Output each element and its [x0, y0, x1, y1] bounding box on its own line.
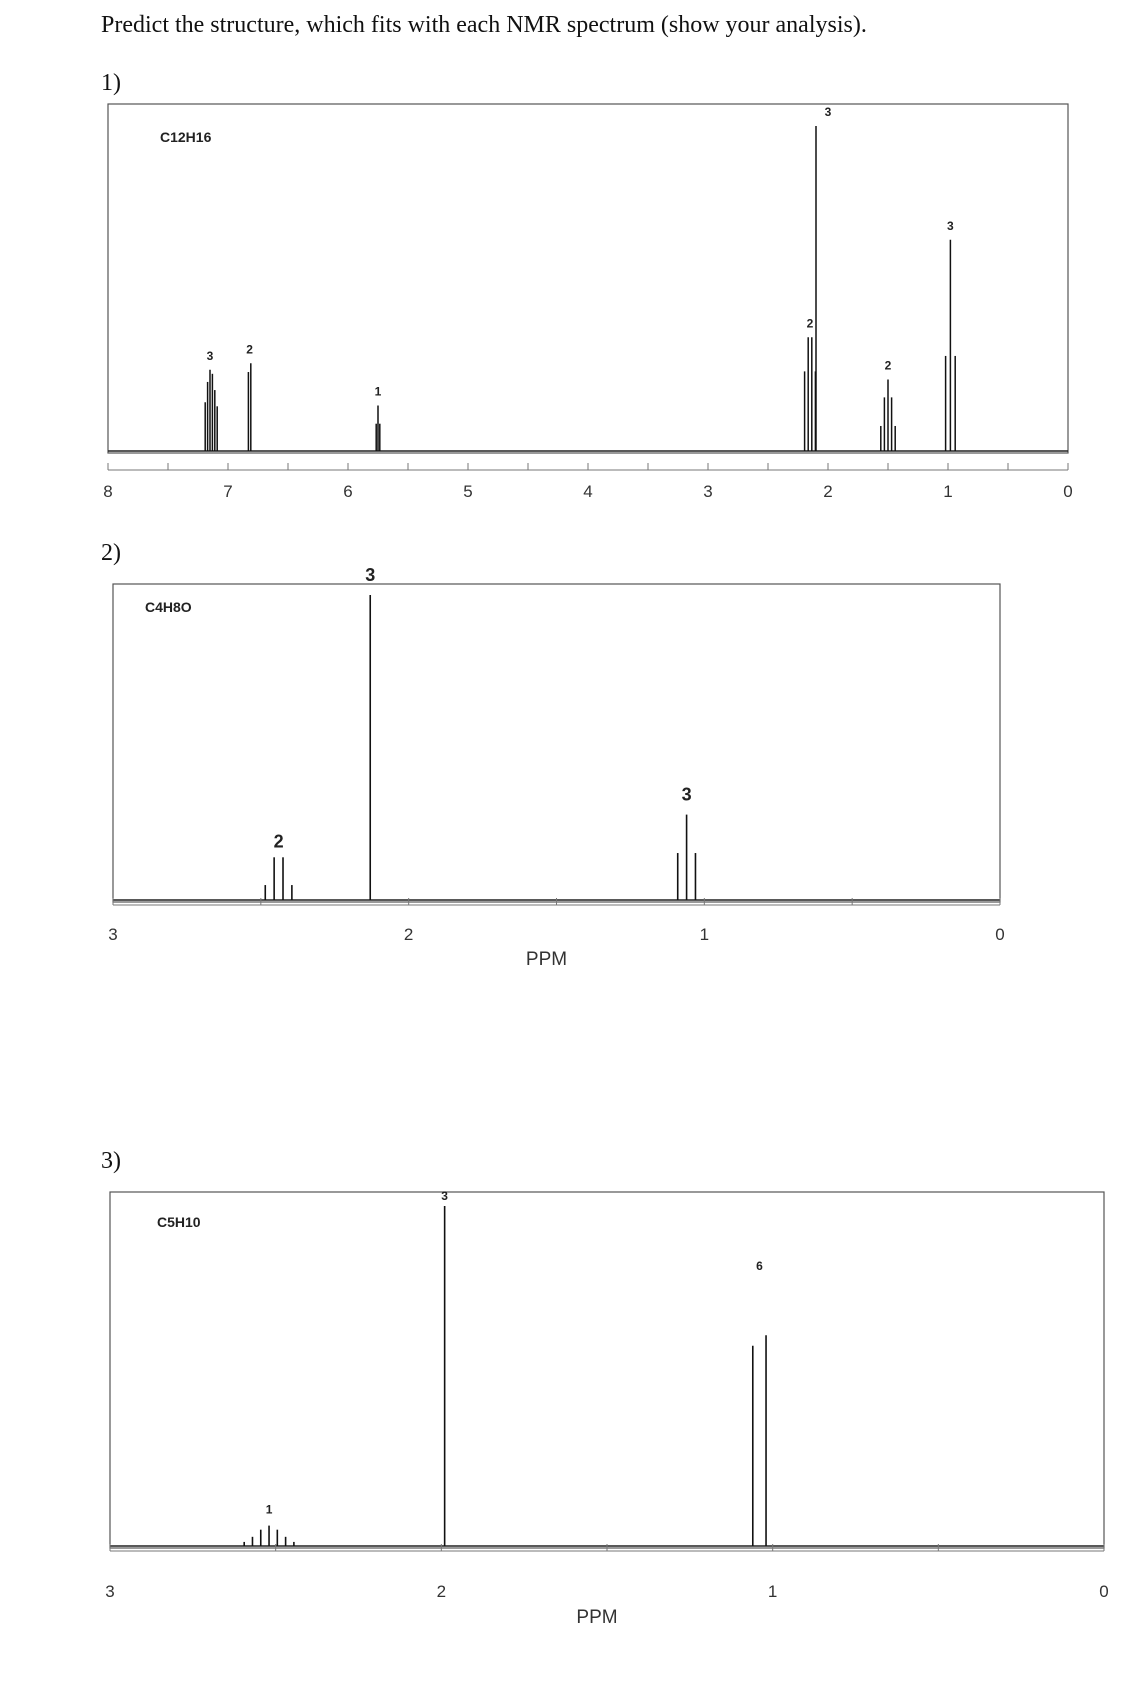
formula-label: C4H8O [145, 599, 192, 615]
integration-label: 3 [682, 785, 692, 805]
peak [751, 1335, 767, 1546]
peak [676, 814, 697, 900]
tick-label: 6 [343, 482, 352, 501]
nmr-spectrum-1: 8 7 6 5 4 3 2 1 0 C12H16 3 2 1 2 3 2 3 [103, 103, 1073, 501]
tick-label: 3 [105, 1582, 114, 1601]
tick-label: 3 [703, 482, 712, 501]
integration-label: 3 [825, 105, 832, 119]
integration-label: 1 [375, 385, 382, 399]
tick-label: 4 [583, 482, 592, 501]
plot-frame [107, 103, 1069, 454]
integration-label: 3 [441, 1189, 448, 1203]
peak [944, 239, 956, 451]
nmr-spectrum-3: 3 2 1 0 C5H10 PPM 1 3 6 [105, 1189, 1108, 1628]
integration-label: 2 [885, 359, 892, 373]
x-axis-title: PPM [526, 949, 567, 970]
peak [243, 1525, 295, 1546]
problem-number-3: 3) [101, 1148, 121, 1174]
problem-number-2: 2) [101, 540, 121, 566]
peak [264, 857, 293, 900]
peak [375, 405, 381, 451]
tick-label: 1 [700, 925, 709, 944]
problem-number-1: 1) [101, 70, 121, 96]
tick-label: 8 [103, 482, 112, 501]
tick-label: 2 [404, 925, 413, 944]
tick-label: 1 [943, 482, 952, 501]
tick-label: 0 [1063, 482, 1072, 501]
tick-label: 2 [823, 482, 832, 501]
integration-label: 2 [246, 342, 253, 356]
tick-label: 3 [108, 925, 117, 944]
tick-label: 7 [223, 482, 232, 501]
integration-label: 6 [756, 1259, 763, 1273]
plot-frame [112, 583, 1001, 903]
integration-label: 3 [365, 565, 375, 585]
tick-label: 5 [463, 482, 472, 501]
nmr-spectrum-2: 3 2 1 0 C4H8O PPM 2 3 3 [108, 565, 1004, 970]
formula-label: C12H16 [160, 129, 212, 145]
formula-label: C5H10 [157, 1214, 201, 1230]
x-axis-title: PPM [576, 1607, 617, 1628]
tick-label: 1 [768, 1582, 777, 1601]
peak [204, 369, 218, 451]
tick-label: 2 [437, 1582, 446, 1601]
integration-label: 3 [207, 349, 214, 363]
question-text: Predict the structure, which fits with e… [101, 12, 867, 38]
peak [880, 379, 896, 451]
peak [803, 337, 817, 451]
peak [247, 363, 252, 451]
integration-label: 3 [947, 219, 954, 233]
plot-frame [109, 1191, 1105, 1549]
integration-label: 1 [266, 1503, 273, 1517]
tick-label: 0 [995, 925, 1004, 944]
integration-label: 2 [274, 831, 284, 851]
integration-label: 2 [807, 316, 814, 330]
tick-label: 0 [1099, 1582, 1108, 1601]
